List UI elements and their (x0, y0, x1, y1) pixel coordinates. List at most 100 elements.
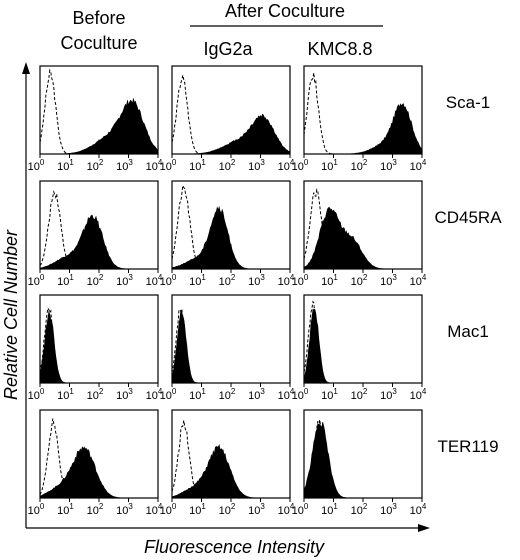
x-tick-label: 100 (28, 387, 45, 402)
panel-frame (303, 294, 423, 384)
stained-histogram (303, 207, 422, 270)
x-tick-label: 100 (160, 158, 177, 173)
x-tick-label: 103 (248, 273, 265, 288)
stained-histogram (171, 205, 290, 270)
x-tick-label: 101 (189, 387, 206, 402)
panel-ter119-col1: 100 101 102 103 104 (28, 409, 163, 517)
header-after-coculture: After Coculture (225, 1, 345, 21)
x-tick-label: 103 (380, 273, 397, 288)
x-tick-label: 103 (248, 502, 265, 517)
x-tick-label: 100 (292, 158, 309, 173)
x-tick-label: 102 (87, 387, 104, 402)
x-tick-label: 101 (189, 158, 206, 173)
panel-mac1-col2: 100 101 102 103 104 (160, 294, 295, 402)
stained-histogram (39, 446, 158, 499)
x-tick-label: 101 (321, 502, 338, 517)
x-tick-label: 104 (146, 387, 163, 402)
x-tick-label: 101 (321, 158, 338, 173)
stained-histogram (172, 113, 291, 155)
x-tick-label: 104 (278, 387, 295, 402)
x-tick-label: 103 (116, 502, 133, 517)
x-tick-label: 104 (410, 158, 427, 173)
panel-cd45ra-col2: 100 101 102 103 104 (160, 180, 295, 288)
x-axis-label: Fluorescence Intensity (144, 537, 325, 557)
stained-histogram (171, 443, 290, 499)
x-tick-label: 104 (146, 502, 163, 517)
x-tick-label: 101 (57, 273, 74, 288)
x-tick-label: 101 (189, 273, 206, 288)
x-tick-label: 101 (57, 387, 74, 402)
x-tick-label: 101 (189, 502, 206, 517)
x-tick-label: 103 (380, 387, 397, 402)
panel-cd45ra-col3: 100 101 102 103 104 (292, 180, 427, 288)
y-axis-arrow-head (22, 62, 30, 74)
x-tick-label: 100 (160, 502, 177, 517)
panel-cd45ra-col1: 100 101 102 103 104 (28, 180, 163, 288)
control-histogram (39, 418, 158, 499)
header-kmc88: KMC8.8 (307, 39, 372, 59)
stained-histogram (304, 103, 423, 155)
panel-sca1-col1: 100 101 102 103 104 (28, 65, 163, 173)
x-tick-label: 104 (278, 502, 295, 517)
x-tick-label: 104 (410, 273, 427, 288)
x-tick-label: 100 (292, 387, 309, 402)
x-tick-label: 100 (160, 387, 177, 402)
panel-frame (171, 294, 291, 384)
x-tick-label: 103 (116, 387, 133, 402)
x-tick-label: 102 (219, 502, 236, 517)
header-igg2a: IgG2a (203, 39, 253, 59)
x-tick-label: 103 (116, 158, 133, 173)
x-tick-label: 100 (160, 273, 177, 288)
x-tick-label: 102 (219, 273, 236, 288)
control-histogram (39, 189, 158, 270)
x-tick-label: 100 (292, 273, 309, 288)
row-label-cd45ra: CD45RA (434, 208, 502, 227)
panel-ter119-col2: 100 101 102 103 104 (160, 409, 295, 517)
x-tick-label: 103 (248, 387, 265, 402)
x-tick-label: 102 (219, 387, 236, 402)
x-tick-label: 100 (28, 158, 45, 173)
x-tick-label: 103 (116, 273, 133, 288)
header-before-line2: Coculture (60, 33, 137, 53)
panel-ter119-col3: 100 101 102 103 104 (292, 409, 427, 517)
panel-frame (39, 294, 159, 384)
x-tick-label: 104 (278, 273, 295, 288)
x-tick-label: 102 (351, 273, 368, 288)
x-tick-label: 104 (278, 158, 295, 173)
row-label-sca1: Sca-1 (446, 93, 490, 112)
stained-histogram (40, 98, 159, 155)
x-tick-label: 101 (57, 502, 74, 517)
x-tick-label: 103 (248, 158, 265, 173)
x-tick-label: 102 (351, 387, 368, 402)
x-tick-label: 104 (410, 387, 427, 402)
x-tick-label: 101 (321, 273, 338, 288)
x-tick-label: 101 (57, 158, 74, 173)
x-tick-label: 102 (87, 158, 104, 173)
control-histogram (303, 188, 422, 270)
x-tick-label: 102 (351, 502, 368, 517)
panel-sca1-col3: 100 101 102 103 104 (292, 65, 427, 173)
panel-mac1-col3: 100 101 102 103 104 (292, 294, 427, 402)
x-tick-label: 100 (28, 502, 45, 517)
y-axis-label: Relative Cell Number (1, 229, 21, 400)
x-tick-label: 102 (219, 158, 236, 173)
panel-mac1-col1: 100 101 102 103 104 (28, 294, 163, 402)
x-tick-label: 100 (292, 502, 309, 517)
x-tick-label: 102 (351, 158, 368, 173)
row-label-ter119: TER119 (437, 437, 498, 456)
panel-sca1-col2: 100 101 102 103 104 (160, 65, 295, 173)
x-tick-label: 100 (28, 273, 45, 288)
x-tick-label: 104 (146, 273, 163, 288)
x-tick-label: 102 (87, 273, 104, 288)
x-tick-label: 104 (410, 502, 427, 517)
x-tick-label: 102 (87, 502, 104, 517)
x-axis-arrow-head (418, 524, 430, 532)
x-tick-label: 101 (321, 387, 338, 402)
row-label-mac1: Mac1 (447, 322, 489, 341)
header-before-line1: Before (72, 8, 125, 28)
control-histogram (171, 420, 290, 499)
stained-histogram (39, 214, 158, 270)
x-tick-label: 104 (146, 158, 163, 173)
